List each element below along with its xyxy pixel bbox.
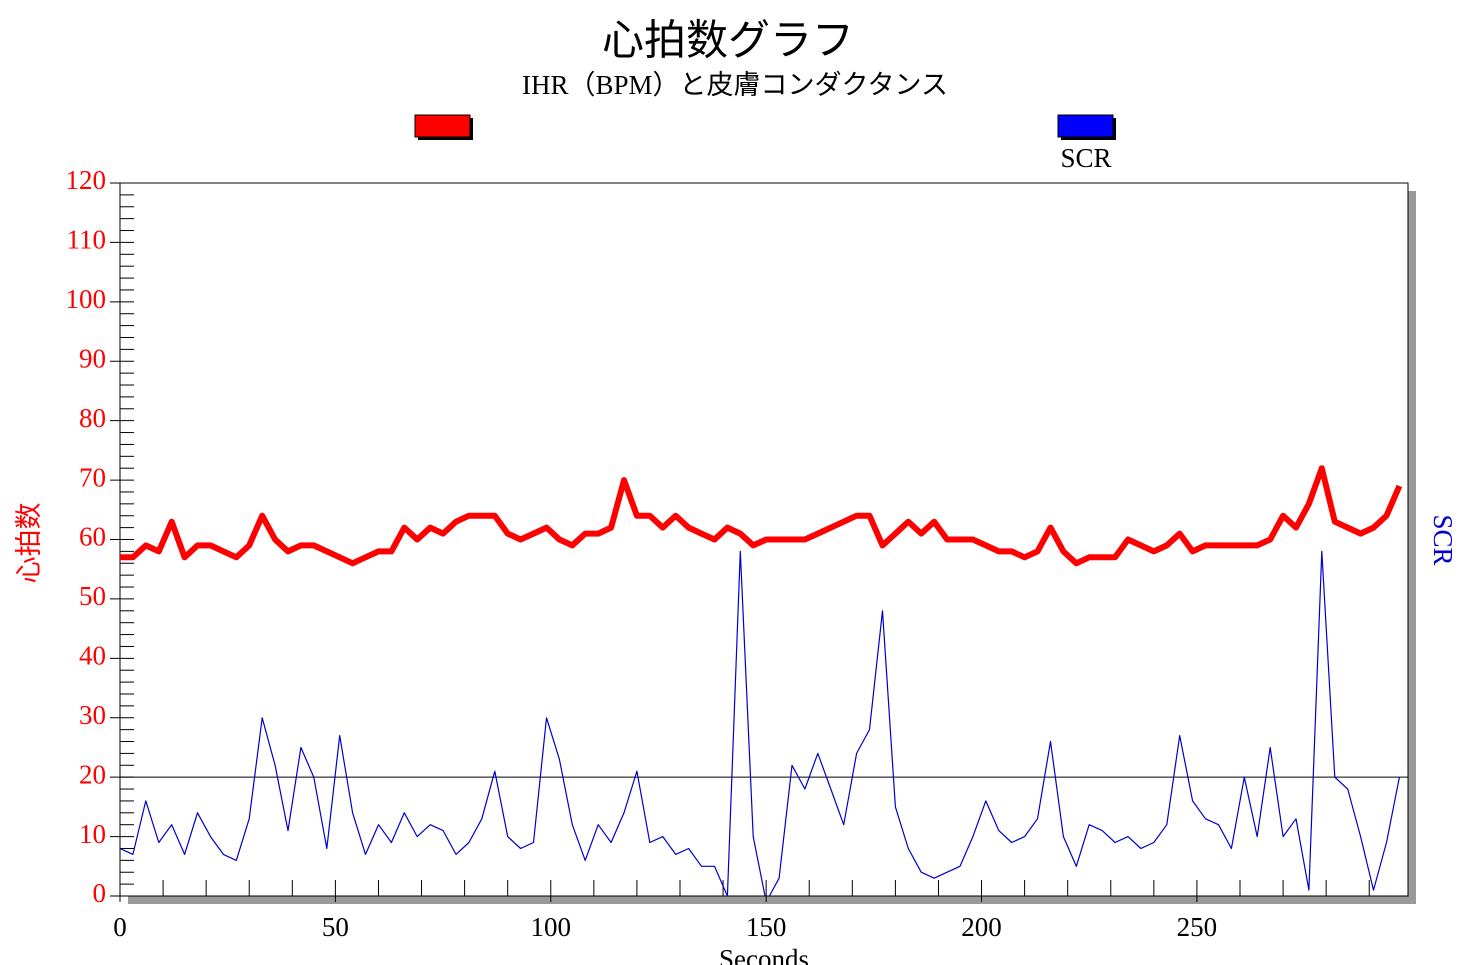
y-tick-label: 90 [79, 343, 106, 373]
chart-title: 心拍数グラフ [602, 19, 854, 65]
y-tick-label: 70 [79, 462, 106, 492]
legend-label: SCR [1060, 143, 1111, 173]
series-line [120, 550, 1400, 896]
x-tick-label: 50 [322, 912, 349, 942]
y-tick-label: 50 [79, 581, 106, 611]
x-tick-label: 150 [746, 912, 787, 942]
chart-subtitle: IHR（BPM）と皮膚コンダクタンス [522, 70, 948, 100]
y-tick-label: 20 [79, 759, 106, 789]
y-tick-label: 100 [66, 284, 107, 314]
y-tick-label: 10 [79, 819, 106, 849]
x-tick-label: 200 [961, 912, 1002, 942]
y-tick-label: 30 [79, 700, 106, 730]
y-tick-label: 0 [93, 878, 107, 908]
y-tick-label: 120 [66, 165, 107, 195]
y-tick-label: 80 [79, 403, 106, 433]
legend-swatch [1057, 114, 1114, 138]
y-tick-label: 40 [79, 641, 106, 671]
y2-axis-label: SCR [1428, 514, 1458, 565]
legend-swatch [414, 114, 471, 138]
x-tick-label: 0 [113, 912, 127, 942]
y-tick-label: 60 [79, 522, 106, 552]
x-tick-label: 250 [1177, 912, 1218, 942]
x-tick-label: 100 [531, 912, 572, 942]
y-tick-label: 110 [67, 225, 107, 255]
x-axis-label: Seconds [719, 944, 809, 965]
series-line [120, 465, 1403, 567]
y-axis-label: 心拍数 [14, 503, 44, 584]
